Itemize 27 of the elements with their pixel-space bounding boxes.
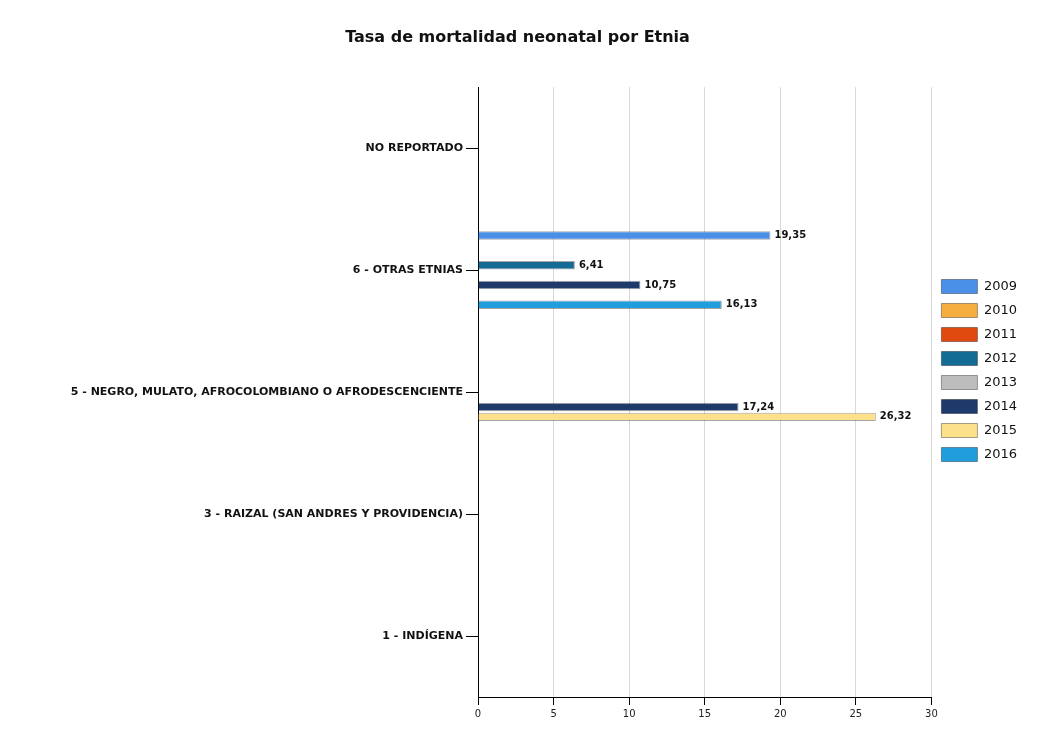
legend-label: 2014 xyxy=(983,397,1018,413)
legend-label: 2010 xyxy=(983,301,1018,317)
x-tick-label: 5 xyxy=(550,707,557,719)
y-tick-label: 5 - NEGRO, MULATO, AFROCOLOMBIANO O AFRODESCENCIENTE xyxy=(70,384,463,398)
y-tick-label: 3 - RAIZAL (SAN ANDRES Y PROVIDENCIA) xyxy=(204,506,463,520)
legend-label: 2015 xyxy=(983,421,1018,437)
data-label: 17,24 xyxy=(742,400,775,412)
data-label: 10,75 xyxy=(644,278,677,290)
data-label: 19,35 xyxy=(774,229,807,241)
legend-label: 2011 xyxy=(983,325,1018,341)
data-label: 6,41 xyxy=(578,258,604,270)
y-tick-label: NO REPORTADO xyxy=(365,141,463,155)
data-label: 26,32 xyxy=(879,410,912,422)
legend-label: 2012 xyxy=(983,349,1018,365)
x-tick-label: 20 xyxy=(773,707,787,719)
legend-label: 2013 xyxy=(983,373,1018,389)
x-tick-label: 10 xyxy=(622,707,636,719)
chart-title: Tasa de mortalidad neonatal por Etnia xyxy=(345,26,690,46)
y-tick-label: 1 - INDÍGENA xyxy=(382,628,464,642)
x-tick-label: 30 xyxy=(925,707,938,719)
data-label: 16,13 xyxy=(725,298,758,310)
y-tick-label: 6 - OTRAS ETNIAS xyxy=(352,263,464,276)
legend-label: 2016 xyxy=(983,445,1018,461)
x-tick-label: 25 xyxy=(849,707,863,719)
x-tick-label: 0 xyxy=(474,707,482,719)
legend-label: 2009 xyxy=(983,277,1018,293)
x-tick-label: 15 xyxy=(698,707,712,719)
